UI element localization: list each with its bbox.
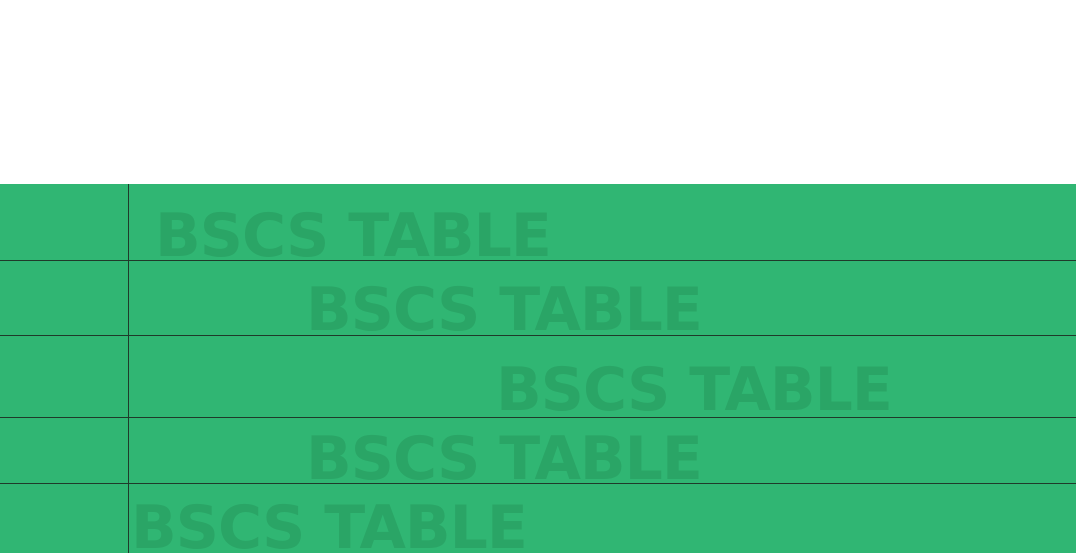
table-row-label: BSCS TABLE	[155, 201, 552, 271]
table-row-label: BSCS TABLE	[306, 275, 703, 345]
table-row-label: BSCS TABLE	[306, 424, 703, 494]
row-content-cell: BSCS TABLE	[129, 261, 1076, 340]
row-header-cell	[0, 184, 128, 260]
column-divider	[128, 184, 129, 553]
table-row: BSCS TABLE	[0, 418, 1076, 489]
table-row: BSCS TABLE	[0, 336, 1076, 425]
row-header-cell	[0, 418, 128, 483]
row-divider	[0, 260, 1076, 261]
table-row-label: BSCS TABLE	[131, 493, 528, 553]
bscs-table: BSCS TABLE BSCS TABLE BSCS TABLE BSCS TA…	[0, 184, 1076, 553]
row-divider	[0, 483, 1076, 484]
table-row: BSCS TABLE	[0, 184, 1076, 266]
table-row: BSCS TABLE	[0, 261, 1076, 340]
row-content-cell: BSCS TABLE	[129, 184, 1076, 266]
row-header-cell	[0, 484, 128, 553]
table-row: BSCS TABLE	[0, 484, 1076, 553]
row-header-cell	[0, 336, 128, 417]
row-content-cell: BSCS TABLE	[129, 484, 1076, 553]
row-content-cell: BSCS TABLE	[129, 336, 1076, 425]
row-header-cell	[0, 261, 128, 335]
table-row-label: BSCS TABLE	[496, 355, 893, 425]
row-divider	[0, 335, 1076, 336]
row-content-cell: BSCS TABLE	[129, 418, 1076, 489]
row-divider	[0, 417, 1076, 418]
